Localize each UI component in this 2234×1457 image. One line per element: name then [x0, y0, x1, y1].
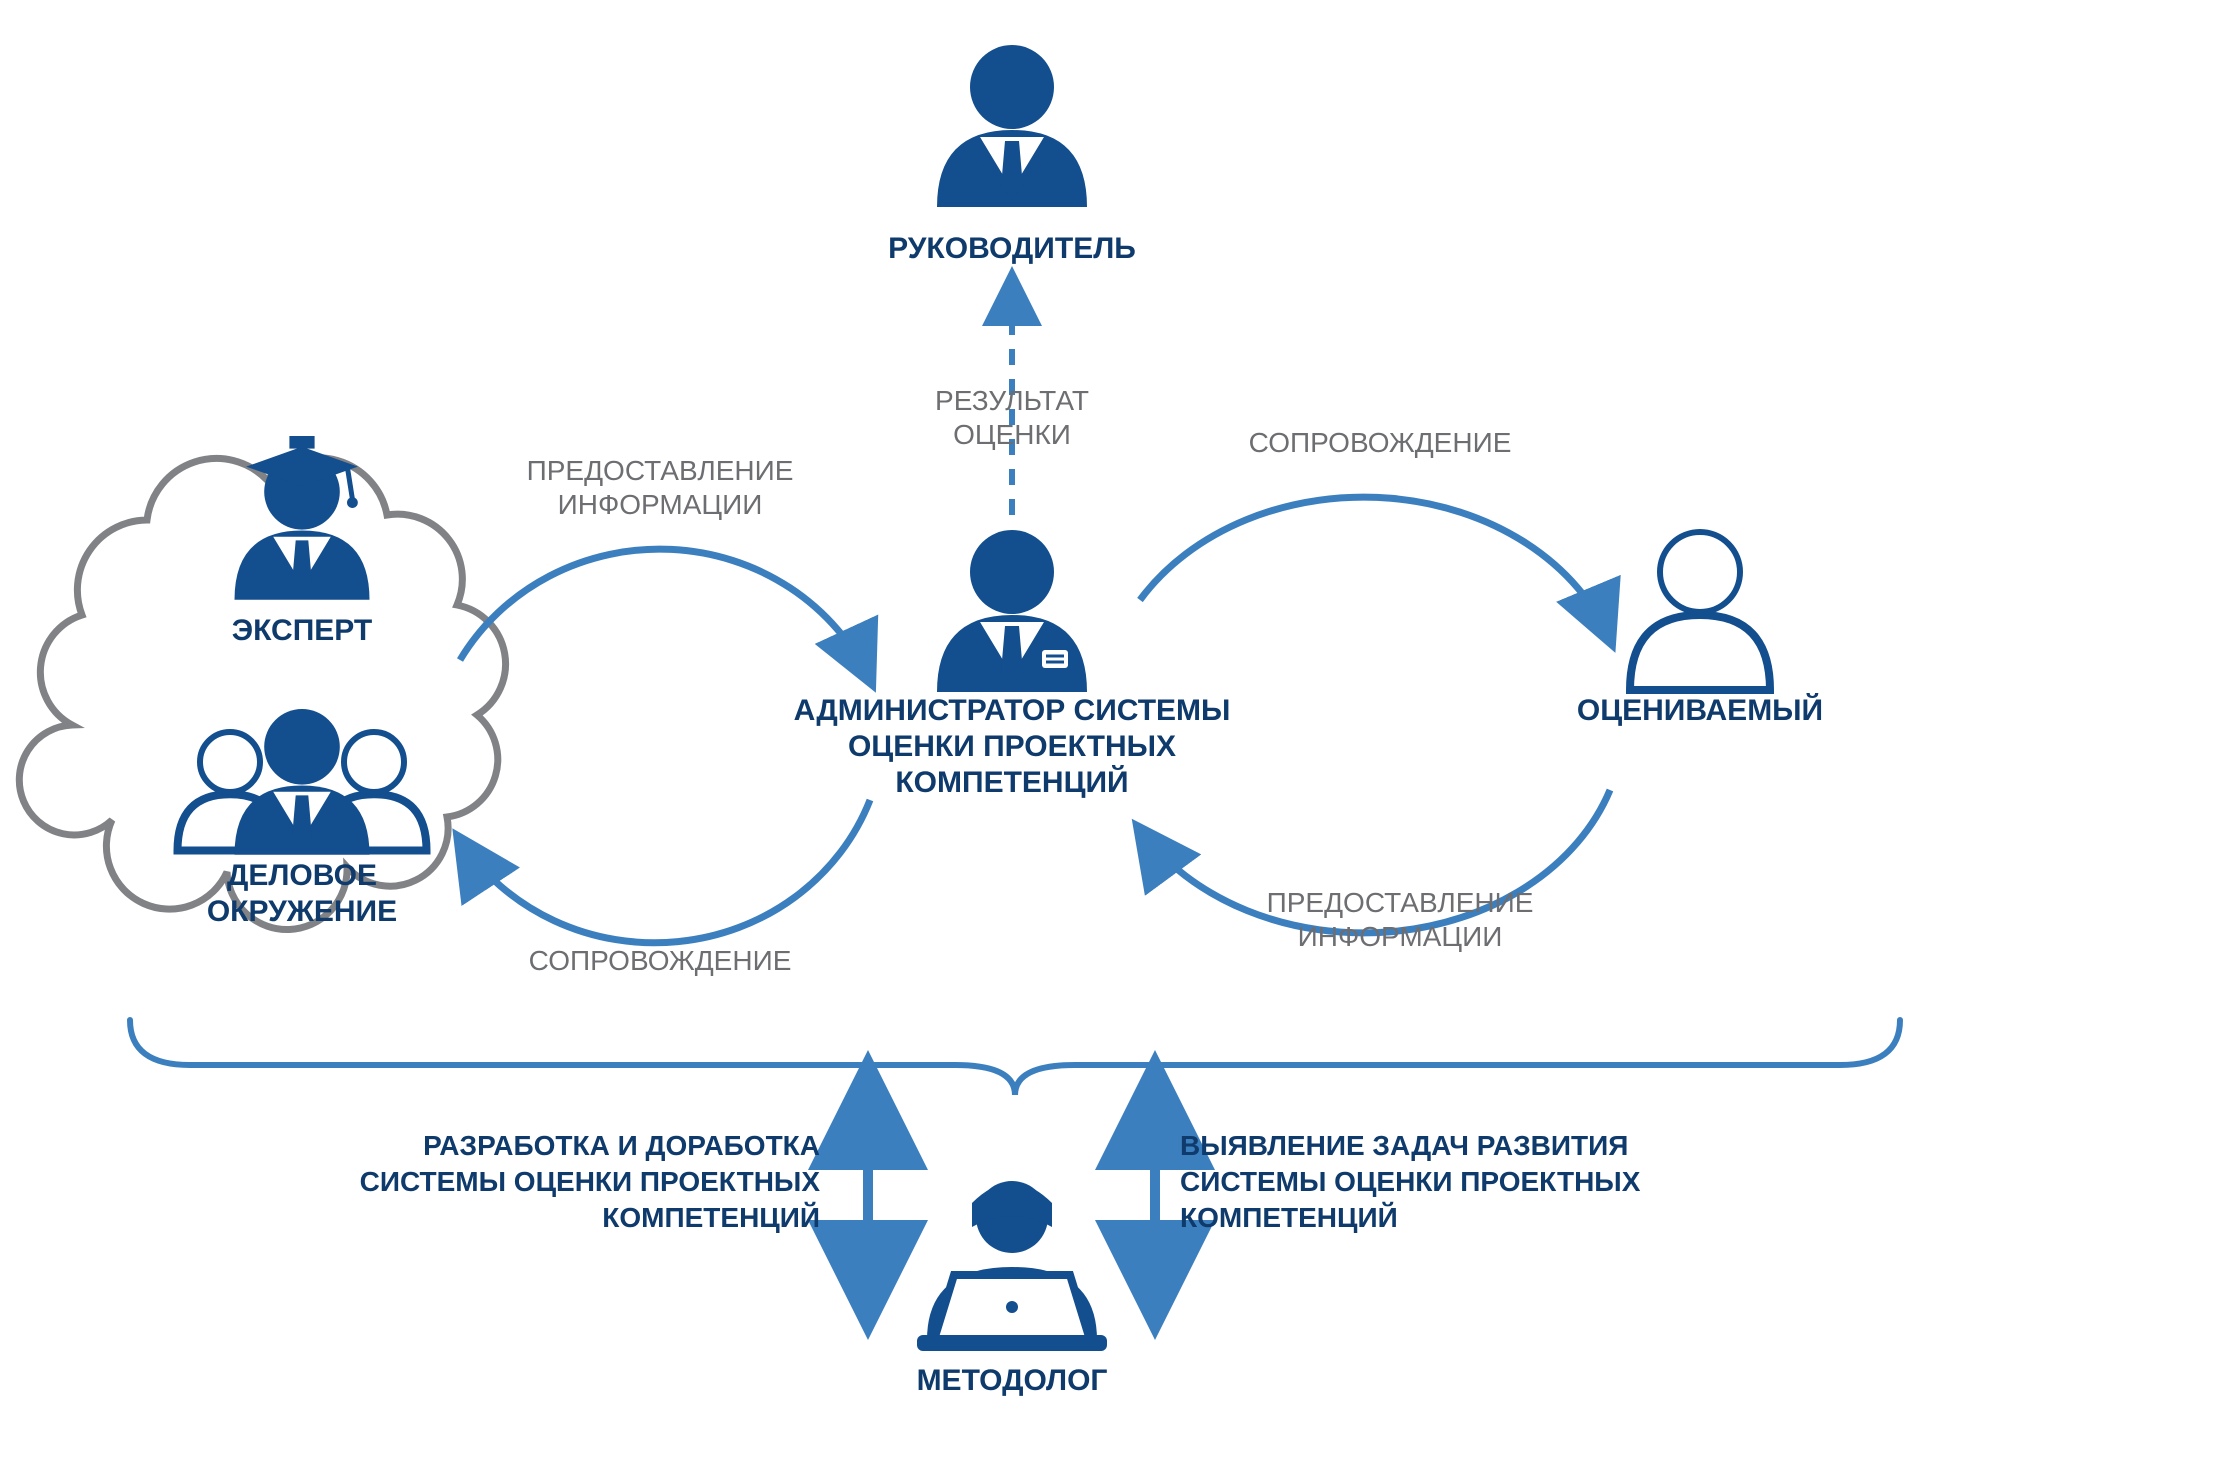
cloud-group	[42, 390, 562, 1010]
svg-text:СИСТЕМЫ ОЦЕНКИ ПРОЕКТНЫХ: СИСТЕМЫ ОЦЕНКИ ПРОЕКТНЫХ	[360, 1166, 821, 1197]
role-admin	[882, 490, 1142, 750]
svg-text:ИНФОРМАЦИИ: ИНФОРМАЦИИ	[1298, 921, 1503, 952]
svg-text:РЕЗУЛЬТАТ: РЕЗУЛЬТАТ	[935, 385, 1089, 416]
svg-text:РАЗРАБОТКА И ДОРАБОТКА: РАЗРАБОТКА И ДОРАБОТКА	[423, 1130, 820, 1161]
svg-text:СИСТЕМЫ ОЦЕНКИ ПРОЕКТНЫХ: СИСТЕМЫ ОЦЕНКИ ПРОЕКТНЫХ	[1180, 1166, 1641, 1197]
svg-text:ИНФОРМАЦИИ: ИНФОРМАЦИИ	[558, 489, 763, 520]
role-manager	[912, 25, 1112, 245]
svg-text:КОМПЕТЕНЦИЙ: КОМПЕТЕНЦИЙ	[602, 1201, 820, 1233]
svg-text:ОЦЕНКИ: ОЦЕНКИ	[953, 419, 1071, 450]
role-assessee	[1600, 510, 1800, 730]
svg-text:КОМПЕТЕНЦИЙ: КОМПЕТЕНЦИЙ	[895, 765, 1128, 799]
svg-text:ВЫЯВЛЕНИЕ ЗАДАЧ РАЗВИТИЯ: ВЫЯВЛЕНИЕ ЗАДАЧ РАЗВИТИЯ	[1180, 1130, 1628, 1161]
role-methodologist	[892, 1165, 1132, 1405]
svg-text:СОПРОВОЖДЕНИЕ: СОПРОВОЖДЕНИЕ	[1249, 427, 1512, 458]
diagram-svg: РУКОВОДИТЕЛЬАДМИНИСТРАТОР СИСТЕМЫОЦЕНКИ …	[0, 0, 2234, 1457]
svg-text:КОМПЕТЕНЦИЙ: КОМПЕТЕНЦИЙ	[1180, 1201, 1398, 1233]
diagram-stage: РУКОВОДИТЕЛЬАДМИНИСТРАТОР СИСТЕМЫОЦЕНКИ …	[0, 0, 2234, 1457]
svg-text:ПРЕДОСТАВЛЕНИЕ: ПРЕДОСТАВЛЕНИЕ	[527, 455, 794, 486]
svg-text:СОПРОВОЖДЕНИЕ: СОПРОВОЖДЕНИЕ	[529, 945, 792, 976]
svg-text:ПРЕДОСТАВЛЕНИЕ: ПРЕДОСТАВЛЕНИЕ	[1267, 887, 1534, 918]
